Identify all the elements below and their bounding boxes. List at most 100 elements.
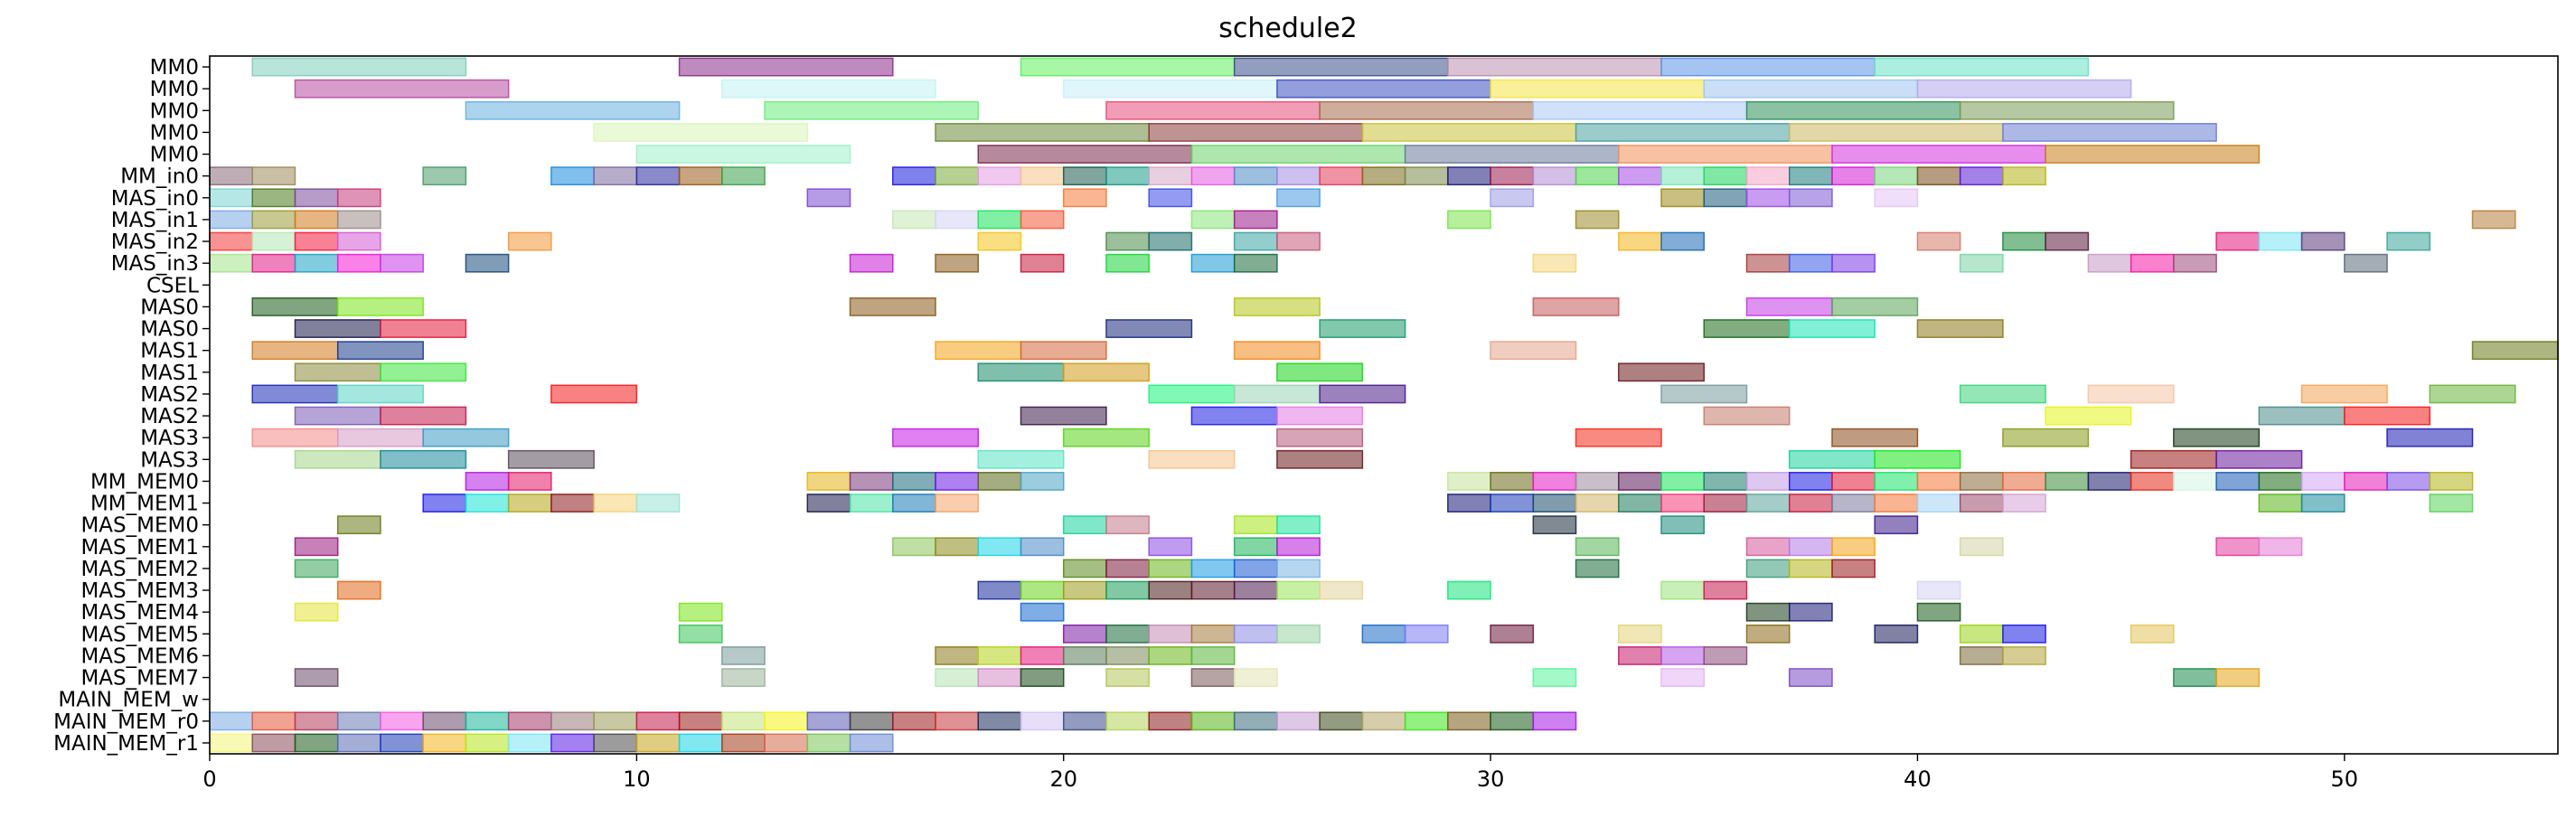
task-bar: [2386, 428, 2474, 447]
task-bar: [1916, 319, 2004, 338]
task-bar: [1062, 646, 1107, 665]
task-bar: [1020, 166, 1065, 186]
task-bar: [1190, 145, 1406, 164]
task-bar: [294, 319, 381, 338]
task-bar: [1404, 711, 1449, 731]
task-bar: [465, 494, 510, 512]
task-bar: [635, 145, 851, 164]
task-bar: [1404, 166, 1449, 186]
task-bar: [1148, 188, 1193, 208]
task-bar: [1959, 537, 2004, 557]
task-bar: [892, 537, 936, 557]
task-bar: [507, 711, 552, 731]
task-bar: [806, 188, 851, 208]
task-bar: [1959, 166, 2004, 186]
task-bar: [977, 646, 1022, 665]
task-bar: [1148, 646, 1193, 665]
task-bar: [1745, 494, 1791, 512]
task-bar: [1020, 580, 1065, 600]
task-bar: [1532, 472, 1577, 491]
task-bar: [2173, 668, 2217, 687]
task-bar: [2429, 472, 2474, 491]
task-bar: [550, 166, 595, 186]
task-bar: [2344, 253, 2388, 273]
task-bar: [1831, 253, 1876, 273]
task-bar: [1020, 472, 1065, 491]
task-bar: [1233, 210, 1278, 230]
task-bar: [1361, 711, 1406, 731]
task-bar: [678, 602, 723, 622]
task-bar: [678, 624, 723, 644]
task-bar: [2386, 472, 2431, 491]
task-bar: [1404, 624, 1449, 644]
task-bar: [593, 494, 638, 512]
task-bar: [422, 733, 467, 753]
task-bar: [1532, 297, 1620, 316]
task-bar: [892, 494, 936, 512]
task-bar: [294, 733, 339, 753]
task-bar: [209, 711, 253, 731]
task-bar: [806, 472, 851, 491]
task-bar: [1703, 166, 1748, 186]
task-bar: [2215, 668, 2261, 687]
task-bar: [1788, 449, 1876, 469]
task-bar: [935, 253, 980, 273]
y-tick-label: MAS_in3: [111, 252, 199, 276]
task-bar: [1618, 362, 1706, 382]
task-bar: [1020, 57, 1236, 77]
task-bar: [678, 711, 723, 731]
task-bar: [1916, 580, 1961, 600]
task-bar: [1874, 515, 1919, 535]
task-bar: [1276, 166, 1321, 186]
task-bar: [336, 231, 381, 251]
task-bar: [1575, 494, 1620, 512]
task-bar: [2129, 624, 2175, 644]
task-bar: [1575, 472, 1620, 491]
task-bar: [1959, 494, 2004, 512]
plot-frame: [209, 55, 2559, 755]
task-bar: [1020, 711, 1065, 731]
task-bar: [1148, 580, 1193, 600]
task-bar: [849, 733, 894, 753]
task-bar: [635, 711, 681, 731]
task-bar: [1490, 188, 1535, 208]
task-bar: [977, 166, 1022, 186]
task-bar: [1148, 711, 1193, 731]
task-bar: [336, 428, 424, 447]
task-bar: [1447, 57, 1662, 77]
task-bar: [1105, 231, 1150, 251]
task-bar: [1959, 100, 2175, 120]
task-bar: [1319, 100, 1535, 120]
task-bar: [2258, 406, 2346, 426]
task-bar: [1020, 210, 1065, 230]
y-tick-label: MAS_MEM1: [80, 536, 199, 559]
task-bar: [1575, 123, 1791, 142]
task-bar: [1148, 123, 1364, 142]
task-bar: [935, 123, 1150, 142]
task-bar: [1703, 79, 1919, 99]
task-bar: [1618, 166, 1662, 186]
task-bar: [935, 494, 980, 512]
task-bar: [251, 297, 339, 316]
task-bar: [1703, 472, 1748, 491]
task-bar: [1959, 472, 2004, 491]
task-bar: [1660, 166, 1706, 186]
task-bar: [1703, 319, 1791, 338]
y-tick-label: MAS2: [140, 405, 199, 428]
y-tick-label: MAS_MEM2: [80, 558, 199, 581]
task-bar: [336, 210, 381, 230]
task-bar: [678, 57, 894, 77]
task-bar: [1788, 559, 1833, 578]
task-bar: [2002, 494, 2046, 512]
task-bar: [1874, 449, 1961, 469]
task-bar: [1959, 646, 2004, 665]
task-bar: [1959, 384, 2046, 404]
task-bar: [593, 711, 638, 731]
task-bar: [465, 711, 510, 731]
task-bar: [1916, 166, 1961, 186]
task-bar: [1148, 624, 1193, 644]
task-bar: [422, 166, 467, 186]
task-bar: [721, 668, 766, 687]
task-bar: [977, 231, 1022, 251]
